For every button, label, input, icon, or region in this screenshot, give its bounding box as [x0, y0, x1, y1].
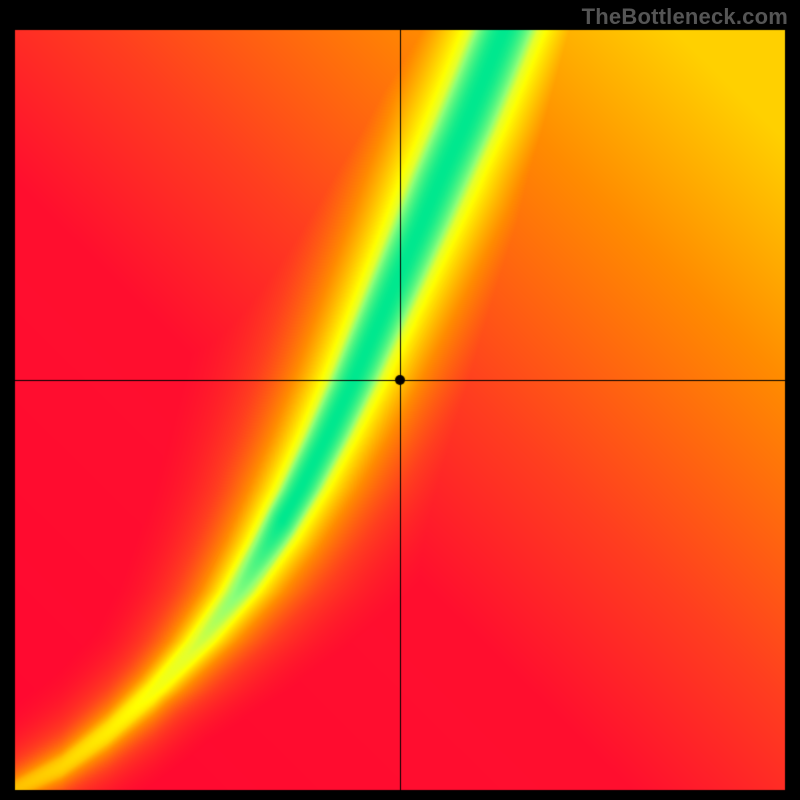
chart-container: TheBottleneck.com — [0, 0, 800, 800]
bottleneck-heatmap — [0, 0, 800, 800]
watermark-text: TheBottleneck.com — [582, 4, 788, 30]
